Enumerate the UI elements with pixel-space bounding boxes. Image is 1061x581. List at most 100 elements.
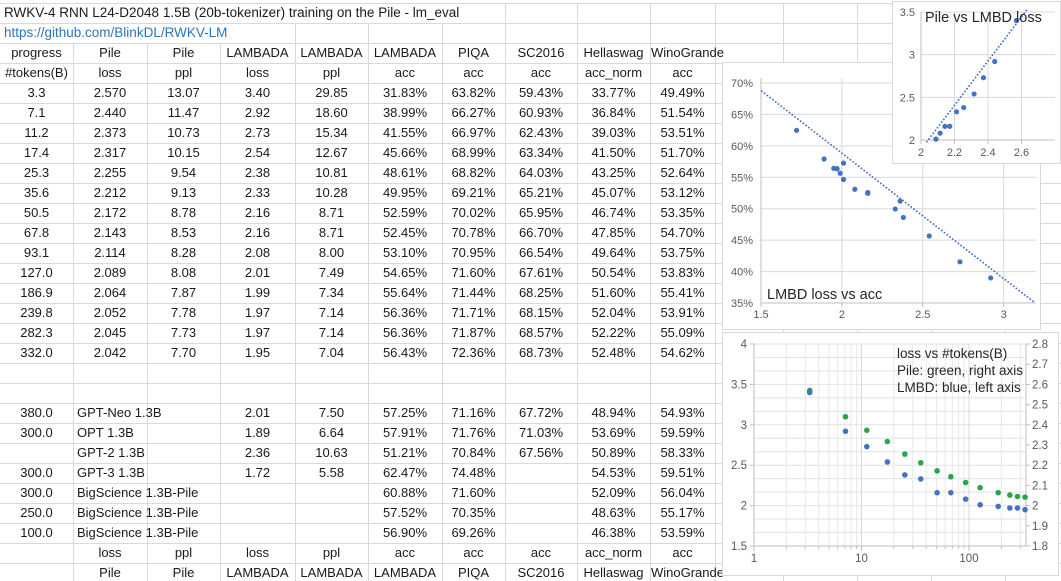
column-header-cell[interactable]: Pile: [172, 45, 195, 60]
footer-cell[interactable]: LAMBADA: [300, 565, 363, 580]
cell[interactable]: 70.84%: [451, 445, 496, 460]
cell[interactable]: 64.03%: [518, 165, 564, 180]
cell[interactable]: 53.35%: [660, 205, 705, 220]
chart-pile-vs-lmbd-loss[interactable]: 2 2.5 3 3.5 2 2.2 2.4 2.6 Pile vs LMBD loss: [892, 1, 1061, 164]
cell[interactable]: 57.52%: [382, 505, 428, 520]
cell[interactable]: 60.88%: [382, 485, 428, 500]
cell[interactable]: 71.87%: [451, 325, 496, 340]
column-header-cell[interactable]: ppl: [174, 65, 193, 80]
cell[interactable]: 2.01: [244, 265, 271, 280]
cell[interactable]: 55.41%: [660, 285, 705, 300]
cell[interactable]: 41.50%: [591, 145, 636, 160]
cell[interactable]: 55.09%: [660, 325, 705, 340]
cell[interactable]: 71.60%: [451, 485, 496, 500]
cell[interactable]: 300.0: [20, 465, 53, 480]
cell[interactable]: 53.69%: [591, 425, 636, 440]
cell[interactable]: 8.71: [318, 205, 345, 220]
cell[interactable]: 7.73: [170, 325, 197, 340]
footer-cell[interactable]: loss: [245, 545, 270, 560]
column-header-cell[interactable]: acc: [394, 65, 416, 80]
cell[interactable]: 66.27%: [451, 105, 496, 120]
cell[interactable]: 67.56%: [518, 445, 564, 460]
sheet-hyperlink[interactable]: https://github.com/BlinkDL/RWKV-LM: [4, 25, 228, 40]
footer-cell[interactable]: Pile: [99, 565, 121, 580]
cell[interactable]: 2.73: [244, 125, 271, 140]
cell[interactable]: 7.49: [318, 265, 345, 280]
cell[interactable]: GPT-Neo 1.3B: [77, 405, 162, 420]
cell[interactable]: 2.052: [93, 305, 127, 320]
footer-cell[interactable]: Pile: [172, 565, 195, 580]
cell[interactable]: 54.93%: [660, 405, 705, 420]
cell[interactable]: 2.064: [93, 285, 127, 300]
cell[interactable]: 3.40: [244, 85, 271, 100]
cell[interactable]: 52.59%: [382, 205, 428, 220]
cell[interactable]: 8.28: [170, 245, 197, 260]
cell[interactable]: 66.70%: [518, 225, 564, 240]
cell[interactable]: 69.21%: [451, 185, 496, 200]
cell[interactable]: 10.15: [167, 145, 200, 160]
cell[interactable]: 2.317: [93, 145, 127, 160]
cell[interactable]: 1.97: [244, 305, 271, 320]
cell[interactable]: 68.25%: [518, 285, 564, 300]
cell[interactable]: 68.82%: [451, 165, 496, 180]
cell[interactable]: 45.07%: [591, 185, 636, 200]
cell[interactable]: 50.54%: [591, 265, 636, 280]
cell[interactable]: 52.22%: [591, 325, 636, 340]
column-header-cell[interactable]: LAMBADA: [226, 45, 289, 60]
cell[interactable]: 7.34: [318, 285, 345, 300]
cell[interactable]: 10.73: [167, 125, 200, 140]
footer-cell[interactable]: ppl: [174, 545, 193, 560]
cell[interactable]: 71.16%: [451, 405, 496, 420]
column-header-cell[interactable]: progress: [11, 45, 62, 60]
column-header-cell[interactable]: SC2016: [517, 45, 565, 60]
cell[interactable]: BigScience 1.3B-Pile: [77, 485, 199, 500]
cell[interactable]: 52.45%: [382, 225, 428, 240]
cell[interactable]: 52.48%: [591, 345, 636, 360]
cell[interactable]: 2.143: [93, 225, 127, 240]
cell[interactable]: 282.3: [20, 325, 53, 340]
sheet-title[interactable]: RWKV-4 RNN L24-D2048 1.5B (20b-tokenizer…: [4, 5, 460, 20]
cell[interactable]: 8.00: [318, 245, 345, 260]
cell[interactable]: 54.70%: [660, 225, 705, 240]
cell[interactable]: 72.36%: [451, 345, 496, 360]
column-header-cell[interactable]: Pile: [99, 45, 121, 60]
cell[interactable]: 332.0: [20, 345, 53, 360]
cell[interactable]: 60.93%: [518, 105, 564, 120]
cell[interactable]: 15.34: [315, 125, 348, 140]
cell[interactable]: 67.61%: [518, 265, 564, 280]
cell[interactable]: 41.55%: [382, 125, 428, 140]
cell[interactable]: 239.8: [20, 305, 53, 320]
cell[interactable]: 68.15%: [518, 305, 564, 320]
cell[interactable]: 8.53: [170, 225, 197, 240]
cell[interactable]: 63.34%: [518, 145, 564, 160]
cell[interactable]: 52.04%: [591, 305, 636, 320]
cell[interactable]: 74.48%: [451, 465, 496, 480]
cell[interactable]: 47.85%: [591, 225, 636, 240]
cell[interactable]: 71.03%: [518, 425, 564, 440]
column-header-cell[interactable]: acc_norm: [584, 65, 643, 80]
cell[interactable]: 48.63%: [591, 505, 636, 520]
cell[interactable]: 36.84%: [591, 105, 636, 120]
cell[interactable]: 69.26%: [451, 525, 496, 540]
cell[interactable]: 300.0: [20, 425, 53, 440]
cell[interactable]: 53.83%: [660, 265, 705, 280]
cell[interactable]: 250.0: [20, 505, 53, 520]
cell[interactable]: 9.54: [170, 165, 197, 180]
cell[interactable]: 7.70: [170, 345, 197, 360]
cell[interactable]: 1.95: [244, 345, 271, 360]
cell[interactable]: 52.09%: [591, 485, 636, 500]
footer-cell[interactable]: Hellaswag: [583, 565, 644, 580]
cell[interactable]: 70.02%: [451, 205, 496, 220]
cell[interactable]: 380.0: [20, 405, 53, 420]
cell[interactable]: 65.21%: [518, 185, 564, 200]
cell[interactable]: 2.255: [93, 165, 127, 180]
cell[interactable]: 46.74%: [591, 205, 636, 220]
column-header-cell[interactable]: Hellaswag: [583, 45, 644, 60]
cell[interactable]: 66.54%: [518, 245, 564, 260]
cell[interactable]: 2.373: [93, 125, 127, 140]
footer-cell[interactable]: WinoGrande: [651, 565, 724, 580]
cell[interactable]: 53.12%: [660, 185, 705, 200]
column-header-cell[interactable]: PIQA: [457, 45, 490, 60]
column-header-cell[interactable]: LAMBADA: [373, 45, 437, 60]
cell[interactable]: 7.14: [318, 305, 345, 320]
